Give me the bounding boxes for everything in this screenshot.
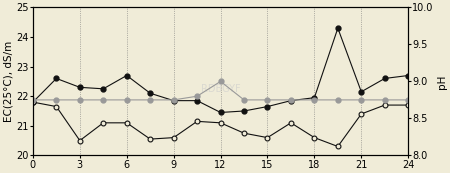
Y-axis label: pH: pH xyxy=(436,74,446,89)
Text: RDBGYF: RDBGYF xyxy=(201,84,240,94)
Y-axis label: EC(25°C), dS/m: EC(25°C), dS/m xyxy=(4,41,13,122)
